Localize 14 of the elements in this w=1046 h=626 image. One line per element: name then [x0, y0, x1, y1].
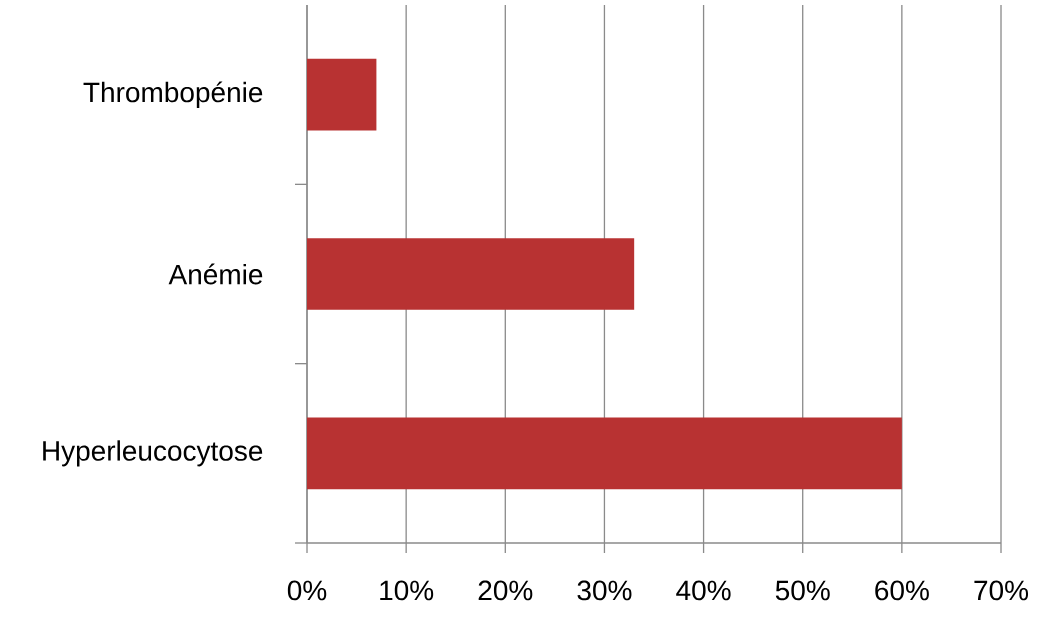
x-tick-label: 10% — [380, 580, 434, 601]
x-tick-label: 60% — [875, 580, 929, 601]
y-tick-label: Hyperleucocytose — [43, 440, 263, 467]
bar — [307, 238, 635, 310]
x-tick-label: 30% — [577, 580, 632, 601]
bar — [307, 58, 377, 131]
y-tick-label: Thrombopénie — [83, 81, 263, 108]
x-tick-label: 20% — [478, 580, 533, 601]
bar — [307, 417, 902, 490]
x-tick-label: 40% — [676, 580, 731, 601]
x-tick-label: 50% — [775, 580, 830, 601]
y-tick-label: Anémie — [168, 263, 263, 285]
x-tick-label: 70% — [974, 580, 1029, 601]
x-tick-label: 0% — [287, 580, 327, 601]
